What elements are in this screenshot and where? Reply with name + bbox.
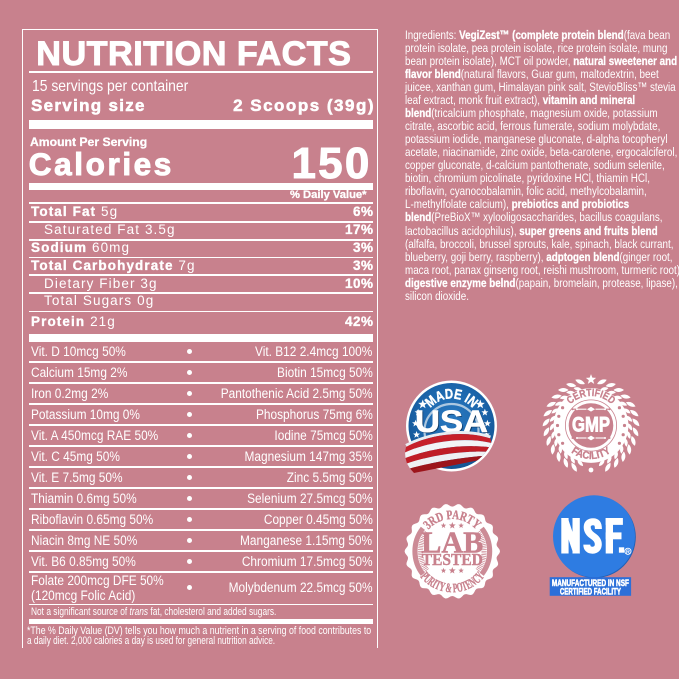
svg-text:R: R: [626, 549, 630, 555]
svg-text:TESTED: TESTED: [422, 550, 483, 569]
svg-text:LAB: LAB: [421, 525, 483, 560]
svg-text:CERTIFIED FACILITY: CERTIFIED FACILITY: [560, 587, 622, 597]
svg-text:GMP: GMP: [572, 413, 610, 437]
svg-text:MANUFACTURED IN NSF: MANUFACTURED IN NSF: [552, 578, 629, 588]
